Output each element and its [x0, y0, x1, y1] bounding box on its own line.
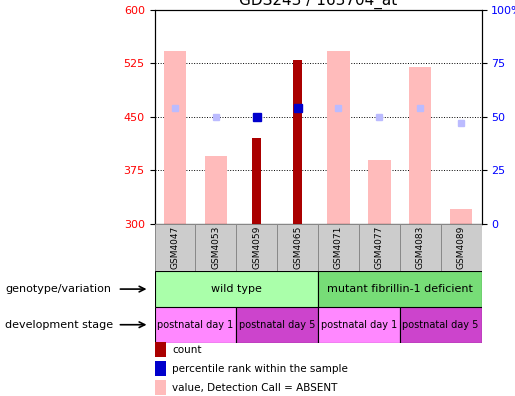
Text: wild type: wild type: [211, 284, 262, 294]
Text: genotype/variation: genotype/variation: [5, 284, 111, 294]
Bar: [204, 156, 227, 224]
Bar: [359, 224, 400, 271]
Bar: [441, 224, 482, 271]
Text: percentile rank within the sample: percentile rank within the sample: [172, 364, 348, 374]
Bar: [154, 224, 195, 271]
Bar: [195, 224, 236, 271]
Bar: [252, 138, 261, 224]
Text: postnatal day 5: postnatal day 5: [239, 320, 315, 330]
Text: GSM4083: GSM4083: [416, 226, 425, 269]
Title: GDS243 / 163704_at: GDS243 / 163704_at: [239, 0, 397, 9]
Text: GSM4047: GSM4047: [170, 226, 179, 269]
Text: GSM4059: GSM4059: [252, 226, 261, 269]
Bar: [318, 224, 359, 271]
Text: GSM4053: GSM4053: [211, 226, 220, 269]
Bar: [450, 209, 472, 224]
Text: GSM4071: GSM4071: [334, 226, 343, 269]
Bar: [277, 224, 318, 271]
Bar: [327, 51, 350, 224]
Bar: [164, 51, 186, 224]
Bar: [318, 307, 400, 343]
Bar: [293, 60, 302, 224]
Bar: [154, 271, 318, 307]
Text: value, Detection Call = ABSENT: value, Detection Call = ABSENT: [172, 383, 337, 393]
Text: GSM4089: GSM4089: [457, 226, 466, 269]
Bar: [368, 160, 390, 224]
Bar: [154, 307, 236, 343]
Text: mutant fibrillin-1 deficient: mutant fibrillin-1 deficient: [327, 284, 473, 294]
Bar: [409, 67, 432, 224]
Bar: [236, 307, 318, 343]
Bar: [318, 271, 482, 307]
Text: postnatal day 1: postnatal day 1: [321, 320, 397, 330]
Text: postnatal day 5: postnatal day 5: [402, 320, 479, 330]
Text: GSM4065: GSM4065: [293, 226, 302, 269]
Text: development stage: development stage: [5, 320, 113, 330]
Bar: [400, 307, 482, 343]
Text: postnatal day 1: postnatal day 1: [157, 320, 233, 330]
Bar: [400, 224, 441, 271]
Text: GSM4077: GSM4077: [375, 226, 384, 269]
Text: count: count: [172, 345, 201, 355]
Bar: [236, 224, 277, 271]
